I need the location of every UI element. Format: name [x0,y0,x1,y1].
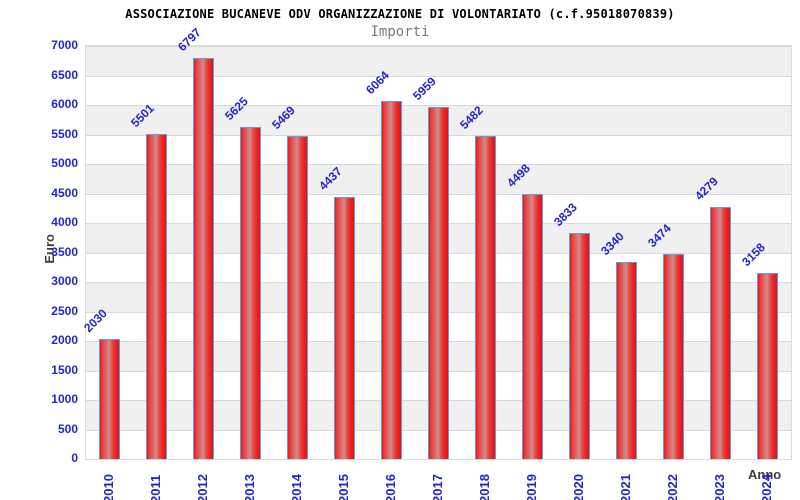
bar-2021 [616,261,637,459]
bar-2018 [475,135,496,459]
x-axis-title: Anno [748,467,782,482]
y-axis-tick-label: 4500 [51,185,78,200]
x-axis-tick-label-2017: 2017 [429,474,445,500]
x-axis-tick-label-2018: 2018 [476,474,492,500]
bar-2011 [146,134,167,459]
y-axis-tick-label: 1500 [51,362,78,377]
x-axis-tick-label-2016: 2016 [382,474,398,500]
x-axis-tick-label-2015: 2015 [335,474,351,500]
gridline [86,75,791,77]
y-axis-tick-label: 0 [71,451,78,465]
gridline [86,105,791,106]
x-axis-tick-label-2024: 2024 [758,474,774,500]
y-axis-tick-label: 3000 [51,274,78,288]
plot-area: 2030 5501 6797 5625 5469 4437 6064 5959 5482 4498… [81,25,792,460]
bar-2019 [522,193,543,459]
y-axis-tick-label: 5500 [51,126,78,141]
y-axis-tick-label: 1000 [51,392,78,406]
bar-2010 [99,339,120,459]
y-axis-tick-label: 6000 [51,97,78,111]
bar-2017 [428,107,449,459]
bar-2013 [240,127,261,459]
gridline [86,46,791,47]
x-axis-tick-label-2020: 2020 [570,474,586,500]
x-axis-tick-label-2023: 2023 [711,474,727,500]
x-axis-tick-label-2011: 2011 [147,474,163,500]
y-axis-tick-label: 7000 [51,38,78,52]
bar-2020 [569,232,590,459]
y-axis-tick-label: 2500 [51,303,78,318]
x-axis-tick-label-2021: 2021 [617,474,633,500]
gridline [86,459,791,460]
y-axis-tick-label: 2000 [51,333,78,347]
x-axis-tick-label-2019: 2019 [523,474,539,500]
chart-subtitle: Importi [370,24,430,40]
y-axis-tick-label: 3500 [51,244,78,259]
bar-2016 [381,101,402,459]
bar-2014 [287,136,308,459]
x-axis-tick-label-2010: 2010 [100,474,116,500]
bar-2022 [663,254,684,459]
y-axis-tick-label: 5000 [51,156,78,170]
x-axis-tick-label-2022: 2022 [664,474,680,500]
x-axis-tick-label-2013: 2013 [241,474,257,500]
plot-band [86,75,791,105]
x-axis-tick-label-2012: 2012 [194,474,210,500]
bar-2024 [757,272,778,459]
x-axis-tick-label-2014: 2014 [288,474,304,500]
y-axis-tick-label: 500 [57,421,78,436]
bar-2023 [710,206,731,459]
plot-band [86,46,791,76]
bar-2015 [334,197,355,459]
y-axis-tick-label: 4000 [51,215,78,229]
y-axis-tick-label: 6500 [51,67,78,82]
chart-title: ASSOCIAZIONE BUCANEVE ODV ORGANIZZAZIONE… [125,7,675,21]
bar-2012 [193,57,214,459]
